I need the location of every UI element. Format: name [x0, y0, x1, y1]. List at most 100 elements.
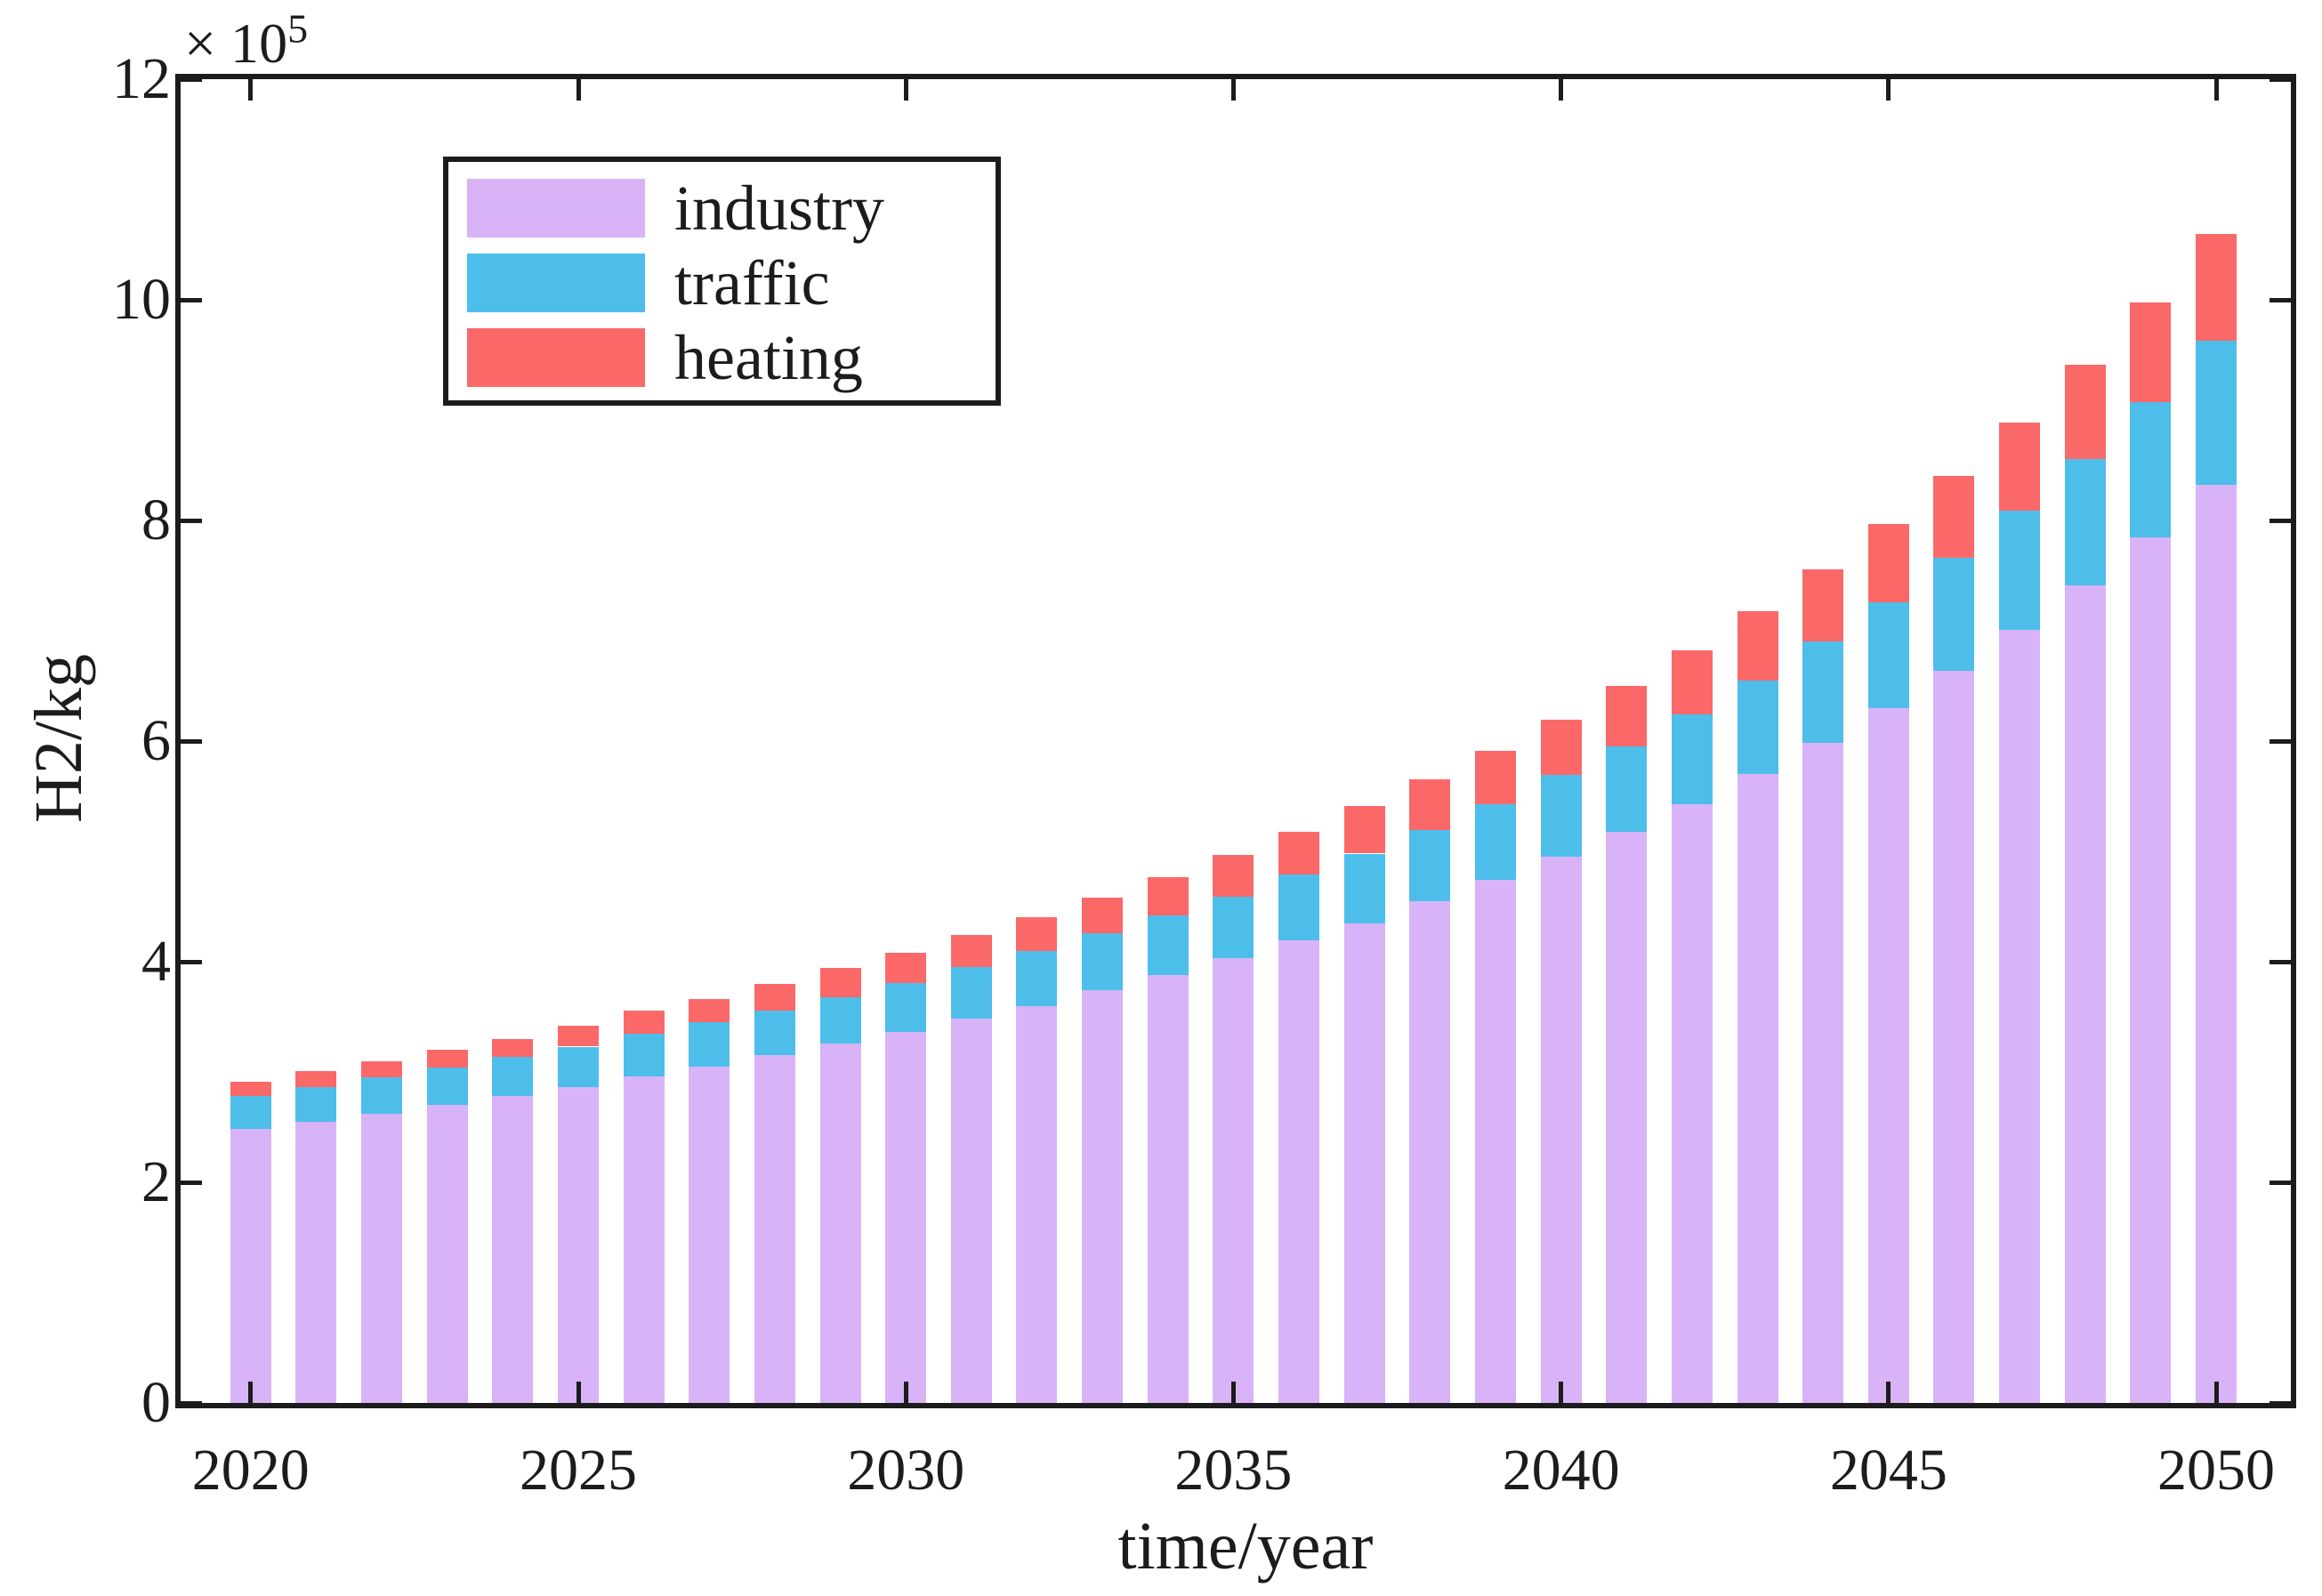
x-tick-top-2050: [2213, 79, 2219, 101]
plot-area: [175, 74, 2296, 1408]
bar-2045-industry: [1867, 707, 1909, 1403]
bar-2022-traffic: [361, 1077, 403, 1115]
bar-2031-heating: [950, 935, 992, 968]
bar-2049-traffic: [2130, 402, 2172, 537]
bar-2044-traffic: [1802, 641, 1844, 744]
x-tick-top-2040: [1559, 79, 1564, 101]
bar-2047-traffic: [1999, 510, 2041, 630]
bar-2026-heating: [623, 1010, 665, 1034]
bar-2030-industry: [885, 1032, 927, 1403]
bar-2034-industry: [1147, 974, 1189, 1403]
bar-2032-traffic: [1016, 950, 1058, 1006]
bar-2045-traffic: [1867, 601, 1909, 708]
bar-2024-industry: [492, 1096, 534, 1403]
x-tick-label-2025: 2025: [520, 1438, 637, 1503]
bar-2047-heating: [1999, 422, 2041, 511]
bar-2037-traffic: [1343, 853, 1385, 923]
bar-2036-traffic: [1278, 875, 1320, 941]
x-tick-top-2020: [248, 79, 254, 101]
bar-2040-heating: [1540, 720, 1582, 776]
bar-2036-industry: [1278, 940, 1320, 1403]
x-tick-bottom-2030: [903, 1382, 908, 1403]
y-tick-right-4: [2270, 959, 2291, 964]
bar-2044-heating: [1802, 568, 1844, 642]
bar-2032-industry: [1016, 1005, 1058, 1403]
bar-2041-heating: [1606, 686, 1648, 747]
bar-2048-heating: [2064, 365, 2106, 459]
y-tick-left-6: [181, 738, 202, 744]
bar-2032-heating: [1016, 917, 1058, 951]
x-axis-label: time/year: [1117, 1509, 1374, 1584]
bar-2025-traffic: [557, 1046, 599, 1088]
y-tick-right-2: [2270, 1180, 2291, 1185]
bar-2043-traffic: [1737, 680, 1778, 775]
bar-2034-traffic: [1147, 915, 1189, 975]
bar-2035-traffic: [1213, 896, 1254, 959]
legend-item-heating: heating: [467, 322, 996, 393]
legend-swatch-traffic-icon: [467, 254, 645, 312]
y-tick-label-2: 2: [141, 1149, 171, 1214]
bar-2046-industry: [1933, 670, 1975, 1403]
legend-label-industry: industry: [674, 173, 885, 244]
bar-2027-industry: [689, 1066, 730, 1403]
bar-2031-traffic: [950, 967, 992, 1020]
bar-2048-traffic: [2064, 458, 2106, 586]
y-tick-label-4: 4: [141, 929, 171, 994]
bar-2033-industry: [1082, 990, 1124, 1403]
bar-2050-industry: [2196, 485, 2237, 1403]
bar-2038-industry: [1409, 900, 1451, 1403]
x-tick-label-2040: 2040: [1502, 1438, 1620, 1503]
bar-2020-heating: [230, 1082, 271, 1097]
x-tick-label-2030: 2030: [847, 1438, 965, 1503]
offset-sign: ×: [184, 12, 217, 75]
bar-2027-traffic: [689, 1022, 730, 1067]
bar-2040-traffic: [1540, 775, 1582, 858]
x-tick-top-2030: [903, 79, 908, 101]
bar-2029-heating: [819, 968, 861, 997]
y-tick-label-6: 6: [141, 708, 171, 773]
bar-2042-heating: [1671, 650, 1713, 715]
bar-2047-industry: [1999, 629, 2041, 1403]
bar-2024-traffic: [492, 1056, 534, 1097]
x-tick-label-2045: 2045: [1829, 1438, 1947, 1503]
y-tick-left-10: [181, 297, 202, 302]
offset-exponent: 5: [287, 5, 309, 52]
y-tick-label-8: 8: [141, 488, 171, 552]
x-tick-label-2035: 2035: [1174, 1438, 1293, 1503]
y-tick-right-0: [2270, 1400, 2291, 1406]
bar-2030-heating: [885, 953, 927, 983]
bar-2040-industry: [1540, 857, 1582, 1403]
bar-2023-traffic: [426, 1068, 468, 1106]
bar-2025-industry: [557, 1087, 599, 1403]
bar-2026-industry: [623, 1076, 665, 1403]
x-tick-top-2025: [576, 79, 581, 101]
y-tick-label-0: 0: [141, 1370, 171, 1435]
bar-2034-heating: [1147, 876, 1189, 915]
x-tick-top-2045: [1886, 79, 1891, 101]
bar-2049-industry: [2130, 536, 2172, 1403]
bar-2037-industry: [1343, 923, 1385, 1403]
y-tick-left-2: [181, 1180, 202, 1185]
bar-2037-heating: [1343, 806, 1385, 854]
bar-2046-traffic: [1933, 558, 1975, 671]
bar-2036-heating: [1278, 831, 1320, 875]
y-tick-right-12: [2270, 77, 2291, 82]
bar-2043-industry: [1737, 774, 1778, 1403]
bar-2042-traffic: [1671, 714, 1713, 804]
legend-swatch-heating-icon: [467, 328, 645, 387]
y-tick-left-0: [181, 1400, 202, 1406]
x-tick-label-2050: 2050: [2157, 1438, 2276, 1503]
bar-2033-traffic: [1082, 932, 1124, 991]
legend-swatch-industry-icon: [467, 179, 645, 238]
legend-label-heating: heating: [674, 322, 863, 393]
legend-item-traffic: traffic: [467, 251, 996, 315]
bar-2028-traffic: [754, 1010, 795, 1056]
y-axis-offset-text: × 105: [184, 8, 308, 75]
bar-2041-industry: [1606, 831, 1648, 1403]
bar-2046-heating: [1933, 476, 1975, 559]
x-tick-bottom-2040: [1559, 1382, 1564, 1403]
bar-2020-industry: [230, 1129, 271, 1403]
bar-2029-industry: [819, 1043, 861, 1403]
y-tick-right-6: [2270, 738, 2291, 744]
